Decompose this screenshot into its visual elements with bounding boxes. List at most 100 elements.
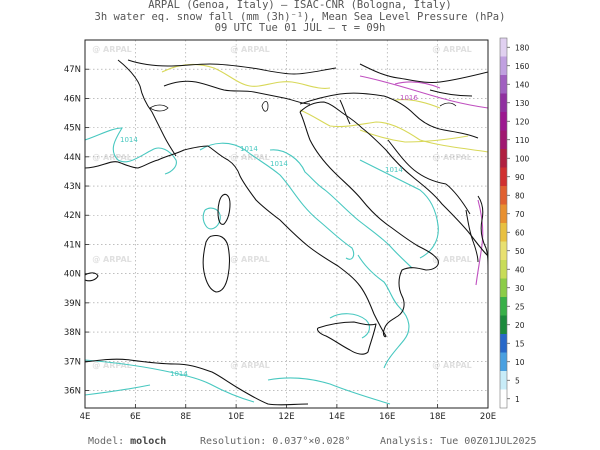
colorbar-label: 80 [515,191,525,200]
isobar-label: 1014 [170,370,188,378]
watermark-arpal: @ ARPAL [92,361,132,370]
colorbar-swatch [500,315,507,334]
coast-sardinia [202,235,231,293]
analysis-info: Analysis: Tue 00Z01JUL2025 [380,436,537,447]
border-czech [359,63,488,83]
isobar-central-italy [269,149,413,269]
lon-tick-label: 4E [80,412,91,422]
isobar-africa [85,359,255,403]
lake-balaton [439,102,457,107]
coast-italy-west [207,145,387,337]
lat-tick-label: 45N [64,124,81,134]
lat-tick-label: 36N [64,386,81,396]
isobar-po-valley [299,109,488,153]
title-line-2: 3h water eq. snow fall (mm (3h)⁻¹), Mean… [94,10,506,23]
border-bosnia [445,183,471,215]
isobar-northeast [394,98,441,109]
colorbar-swatch [500,334,507,353]
colorbar-label: 160 [515,62,530,71]
lat-tick-label: 38N [64,328,81,338]
colorbar-swatch [500,186,507,205]
isobar-ionian [329,313,371,339]
colorbar-swatch [500,223,507,242]
colorbar-label: 100 [515,154,530,163]
lake-garda [261,101,269,112]
analysis-label: Analysis: [380,436,435,447]
lat-lon-grid [85,40,488,408]
lakes [149,101,457,112]
isobar-tyrrhenian [199,142,355,260]
border-slovenia [339,99,351,125]
colorbar-label: 40 [515,265,525,274]
watermark-arpal: @ ARPAL [92,45,132,54]
isobar-greece-coast [475,199,484,286]
colorbar-label: 25 [515,302,525,311]
isobar-northwest [85,127,177,175]
lon-tick-label: 20E [480,412,496,422]
coast-sicily [316,321,377,355]
border-germany [127,59,337,75]
colorbar-label: 70 [515,210,525,219]
colorbar-swatch [500,352,507,371]
isobar-lowleft [85,384,151,396]
map-title: ARPAL (Genoa, Italy) – ISAC-CNR (Bologna… [0,0,600,35]
colorbar-label: 5 [515,376,520,385]
forecast-map: @ ARPAL @ ARPAL @ ARPAL @ ARPAL @ ARPAL @ ARP… [64,37,530,422]
watermark-arpal: @ ARPAL [92,153,132,162]
lon-tick-label: 10E [228,412,244,422]
coast-france [85,145,209,169]
lat-tick-label: 43N [64,182,81,192]
lat-tick-label: 44N [64,153,81,163]
isobars-1016 [161,63,488,153]
colorbar-swatch [500,93,507,112]
colorbar-swatch [500,167,507,186]
colorbar-label: 1 [515,395,520,404]
colorbar-swatch [500,278,507,297]
colorbar-label: 130 [515,99,530,108]
isobars-1014 [85,127,439,405]
colorbar-label: 15 [515,339,525,348]
watermark-arpal: @ ARPAL [230,361,270,370]
isobar-south [357,254,410,369]
coast-corsica [217,193,231,225]
colorbar-swatch [500,130,507,149]
lon-tick-label: 16E [379,412,395,422]
resolution-value: 0.037°×0.028° [272,436,351,447]
colorbar-swatch [500,56,507,75]
watermark-arpal: @ ARPAL [432,45,472,54]
border-austria [299,92,385,105]
isobar-sardinia [202,207,221,230]
colorbar-label: 140 [515,80,530,89]
colorbar-swatch [500,241,507,260]
lon-tick-label: 6E [130,412,141,422]
colorbar-swatch [500,149,507,168]
coast-north-adriatic [299,101,488,257]
title-line-1: ARPAL (Genoa, Italy) – ISAC-CNR (Bologna… [148,0,452,11]
isobar-adriatic [359,159,439,259]
border-hungary [429,89,473,97]
title-line-3: 09 UTC Tue 01 JUL – τ = 09h [214,22,386,34]
isobar-alps [161,63,331,89]
colorbar-swatch [500,297,507,316]
isobar-label-group: 1014 1014 1014 1014 1016 1014 [120,94,418,378]
borders [117,59,488,263]
isobar-balkans [359,129,469,143]
coast-italy-east [299,111,439,338]
watermark-arpal: @ ARPAL [230,255,270,264]
colorbar-label: 180 [515,43,530,52]
colorbar-label: 110 [515,136,530,145]
colorbar-swatch [500,389,507,408]
colorbar-label: 90 [515,173,525,182]
isobar-label: 1016 [400,94,418,102]
isobar-label: 1014 [270,160,288,168]
lon-tick-label: 18E [430,412,446,422]
arpal-watermarks: @ ARPAL @ ARPAL @ ARPAL @ ARPAL @ ARPAL @ ARP… [92,45,472,370]
border-balkans [383,95,479,139]
model-value: moloch [130,436,167,447]
colorbar-label: 10 [515,358,525,367]
border-albania [465,209,479,263]
lat-tick-label: 37N [64,357,81,367]
map-content: 1014 1014 1014 1014 1016 1014 [85,59,488,406]
isobar-label: 1014 [240,145,258,153]
isobars-high [359,75,488,286]
